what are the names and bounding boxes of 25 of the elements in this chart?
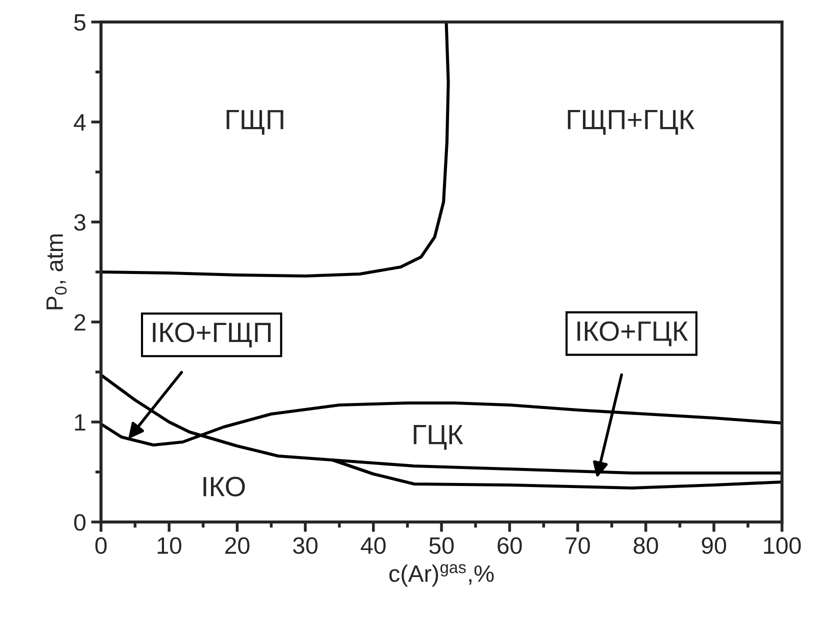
annotation: ГЩП+ГЦК xyxy=(568,110,694,135)
x-tick-label: 70 xyxy=(566,537,590,554)
annotation: ІКО+ГЩП xyxy=(152,322,271,348)
y-axis-title: P$_{0}$, atm xyxy=(46,234,67,310)
annotation: ГЩП xyxy=(226,110,284,135)
annotation: ІКО+ГЦК xyxy=(577,321,688,346)
y-tick-label: 2 xyxy=(74,314,86,331)
x-tick-label: 20 xyxy=(225,537,250,554)
y-tick-label: 1 xyxy=(75,414,86,431)
x-axis-title: c(Ar)$^{gas}$,% xyxy=(389,564,494,587)
x-tick-label: 90 xyxy=(702,537,726,554)
annotation: ГЦК xyxy=(414,425,464,450)
x-tick-label: 100 xyxy=(764,537,801,554)
x-tick-label: 30 xyxy=(293,537,318,554)
x-tick-label: 0 xyxy=(95,537,107,554)
x-tick-label: 60 xyxy=(498,537,522,554)
x-tick-label: 80 xyxy=(634,537,658,554)
x-tick-label: 50 xyxy=(429,537,454,554)
y-tick-label: 3 xyxy=(74,214,86,231)
y-tick-label: 4 xyxy=(74,114,86,131)
x-tick-label: 40 xyxy=(360,537,386,554)
y-tick-label: 0 xyxy=(74,514,86,531)
annotation: ІКО xyxy=(204,476,245,496)
x-tick-label: 10 xyxy=(158,537,182,554)
y-tick-label: 5 xyxy=(74,14,86,31)
